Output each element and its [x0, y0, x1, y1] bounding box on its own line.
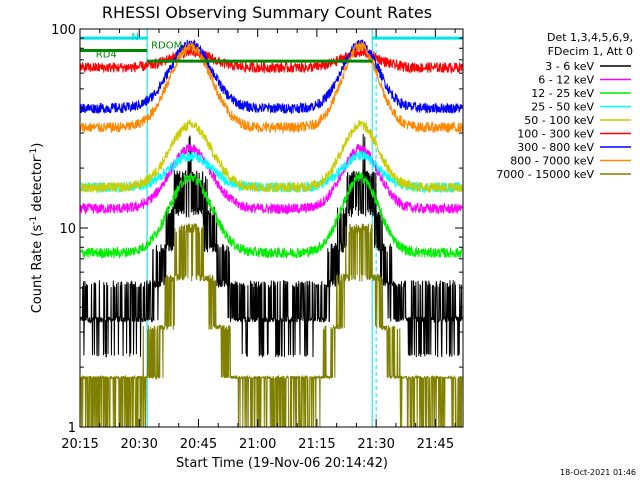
- legend-label: 7000 - 15000 keV: [496, 168, 594, 181]
- legend-label: 300 - 800 keV: [517, 141, 594, 154]
- legend-header: Det 1,3,4,5,6,9,: [547, 31, 633, 44]
- series-line: [80, 222, 463, 428]
- legend-label: 800 - 7000 keV: [510, 155, 594, 168]
- series-line: [80, 133, 463, 358]
- y-tick-label: 100: [51, 23, 76, 38]
- series-line: [80, 39, 463, 115]
- legend-header: FDecim 1, Att 0: [548, 45, 633, 58]
- x-tick-label: 21:15: [298, 437, 335, 452]
- x-tick-label: 20:15: [61, 437, 98, 452]
- x-axis-label: Start Time (19-Nov-06 20:14:42): [176, 456, 388, 471]
- legend-label: 100 - 300 keV: [517, 128, 594, 141]
- annotation-label: RDOM: [151, 40, 182, 51]
- legend-label: 6 - 12 keV: [538, 74, 594, 87]
- legend-label: 25 - 50 keV: [531, 101, 594, 114]
- x-tick-label: 20:30: [120, 437, 157, 452]
- x-tick-label: 21:45: [417, 437, 454, 452]
- x-tick-label: 20:45: [180, 437, 217, 452]
- annotation-label: N: [131, 32, 138, 43]
- legend-label: 3 - 6 keV: [545, 60, 594, 73]
- series-line: [80, 143, 463, 215]
- y-tick-label: 1: [68, 421, 76, 436]
- legend-label: 50 - 100 keV: [524, 114, 594, 127]
- y-axis-label: Count Rate (s-1 detector-1): [29, 143, 45, 314]
- chart-title: RHESSI Observing Summary Count Rates: [102, 3, 432, 22]
- series-line: [80, 47, 463, 75]
- annotation-label: RD4: [96, 49, 117, 60]
- timestamp: 18-Oct-2021 01:46: [560, 468, 636, 477]
- series-line: [80, 171, 463, 260]
- legend-label: 12 - 25 keV: [531, 87, 594, 100]
- series-line: [80, 41, 463, 134]
- y-tick-label: 10: [59, 222, 76, 237]
- x-tick-label: 21:30: [357, 437, 394, 452]
- series-line: [80, 118, 463, 194]
- x-tick-label: 21:00: [239, 437, 276, 452]
